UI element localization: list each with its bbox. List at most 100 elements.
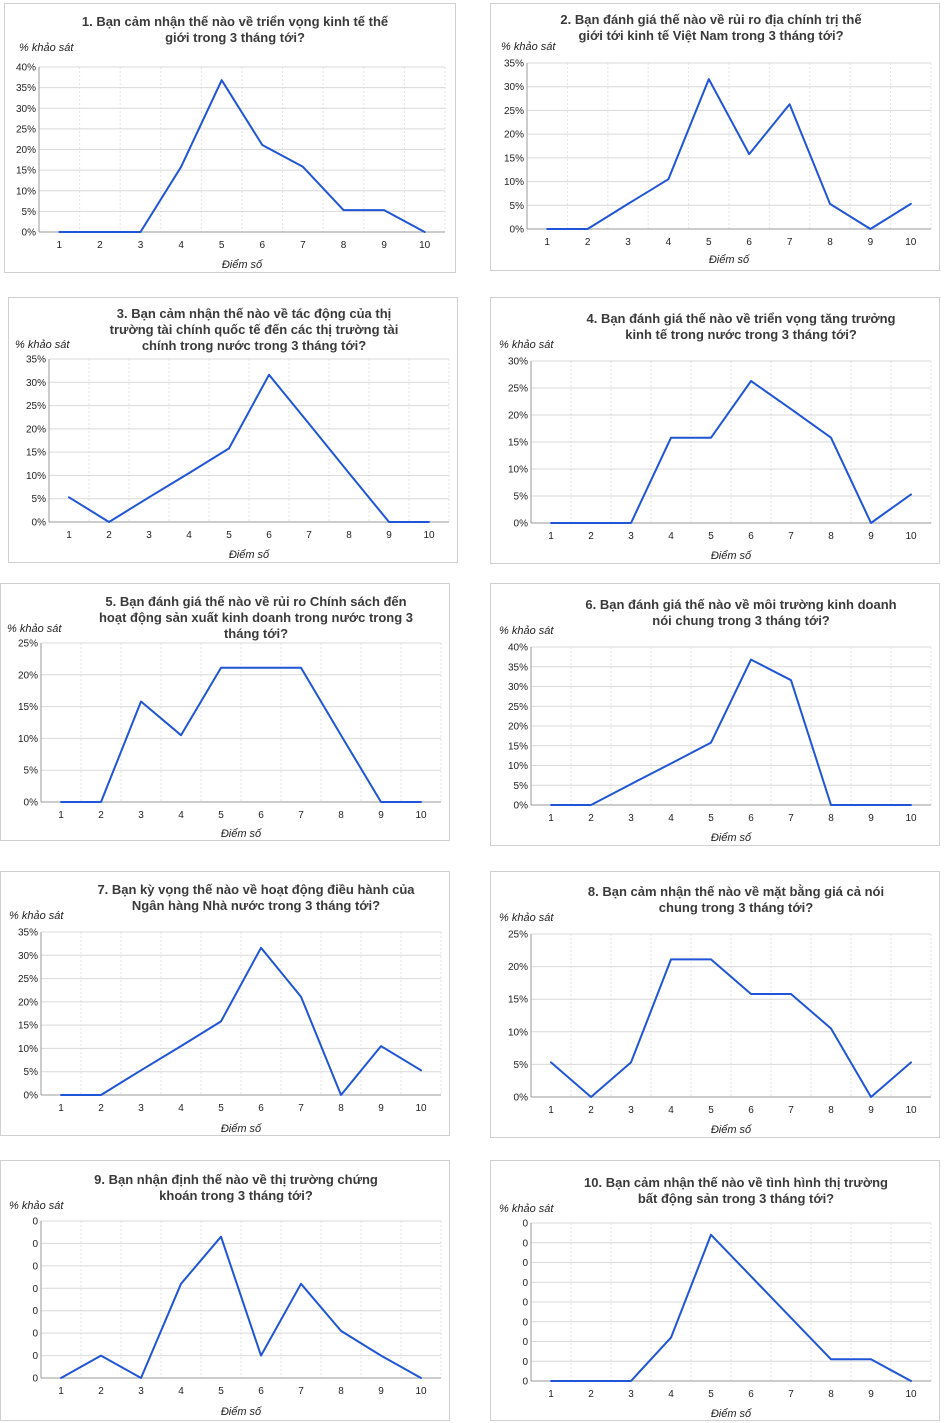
chart-title-line: kinh tế trong nước trong 3 tháng tới? [625, 327, 857, 342]
chart-title-line: Ngân hàng Nhà nước trong 3 tháng tới? [132, 898, 380, 913]
x-tick-label: 10 [905, 237, 917, 248]
y-tick-label: 35% [26, 355, 46, 366]
y-tick-label: 5% [24, 1067, 39, 1078]
series-line [550, 1233, 912, 1382]
chart-title-line: tháng tới? [224, 626, 288, 641]
chart-title-line: 5. Bạn đánh giá thế nào về rủi ro Chính … [105, 594, 406, 609]
x-tick-label: 3 [628, 813, 634, 824]
y-tick-label: 0 [32, 1284, 38, 1295]
chart-panel-9: 9. Bạn nhận định thế nào về thị trường c… [0, 1160, 450, 1421]
x-tick-label: 10 [415, 1103, 427, 1114]
y-tick-label: 0% [514, 801, 529, 812]
x-tick-label: 3 [138, 810, 144, 821]
y-tick-label: 20% [18, 670, 38, 681]
x-tick-label: 6 [258, 810, 264, 821]
y-tick-label: 0 [32, 1374, 38, 1385]
x-axis-label: Điểm số [711, 550, 752, 562]
y-tick-label: 25% [508, 384, 528, 395]
x-tick-label: 8 [828, 813, 834, 824]
y-axis-label: % khảo sát [499, 1203, 554, 1215]
y-tick-label: 0 [32, 1261, 38, 1272]
y-tick-label: 25% [26, 401, 46, 412]
x-tick-label: 8 [827, 237, 833, 248]
line-chart-7: 7. Bạn kỳ vọng thế nào về hoạt động điều… [9, 882, 442, 1135]
x-tick-label: 4 [186, 530, 192, 541]
x-tick-label: 9 [868, 1105, 874, 1116]
y-tick-label: 0% [510, 225, 525, 236]
x-tick-label: 10 [419, 240, 431, 251]
x-tick-label: 5 [708, 1389, 714, 1400]
chart-title-line: giới tới kinh tế Việt Nam trong 3 tháng … [578, 28, 843, 43]
series-line [58, 79, 426, 233]
x-tick-label: 4 [666, 237, 672, 248]
chart-title-line: chính trong nước trong 3 tháng tới? [142, 338, 366, 353]
x-axis-label: Điểm số [221, 828, 262, 840]
x-tick-label: 4 [178, 1386, 184, 1397]
x-tick-label: 6 [748, 531, 754, 542]
line-chart-1: 1. Bạn cảm nhận thế nào về triển vọng ki… [16, 14, 446, 271]
series-line [550, 658, 912, 806]
x-tick-label: 5 [219, 240, 225, 251]
y-axis-label: % khảo sát [9, 910, 64, 922]
x-tick-label: 6 [746, 237, 752, 248]
y-tick-label: 15% [26, 448, 46, 459]
x-tick-label: 7 [787, 237, 793, 248]
x-tick-label: 7 [788, 813, 794, 824]
y-tick-label: 40% [508, 643, 528, 654]
y-tick-label: 0 [522, 1317, 528, 1328]
y-tick-label: 0% [22, 228, 37, 239]
chart-panel-3: 3. Bạn cảm nhận thế nào về tác động của … [8, 297, 458, 563]
x-tick-label: 6 [258, 1386, 264, 1397]
x-tick-label: 1 [66, 530, 72, 541]
chart-panel-4: 4. Bạn đánh giá thế nào về triển vọng tă… [490, 297, 940, 564]
x-tick-label: 9 [386, 530, 392, 541]
line-chart-2: 2. Bạn đánh giá thế nào về rủi ro địa ch… [501, 12, 932, 266]
y-tick-label: 30% [16, 104, 36, 115]
x-tick-label: 5 [708, 813, 714, 824]
y-tick-label: 0% [24, 798, 39, 809]
chart-title-line: khoán trong 3 tháng tới? [159, 1188, 313, 1203]
y-tick-label: 20% [504, 130, 524, 141]
x-tick-label: 7 [298, 1103, 304, 1114]
series-line [60, 946, 422, 1096]
x-tick-label: 5 [226, 530, 232, 541]
y-tick-label: 15% [508, 438, 528, 449]
x-tick-label: 7 [788, 1389, 794, 1400]
y-tick-label: 30% [18, 951, 38, 962]
x-axis-label: Điểm số [222, 259, 263, 271]
x-tick-label: 8 [338, 810, 344, 821]
x-tick-label: 5 [218, 1103, 224, 1114]
x-tick-label: 8 [338, 1103, 344, 1114]
x-tick-label: 4 [668, 531, 674, 542]
y-tick-label: 10% [508, 761, 528, 772]
y-tick-label: 5% [514, 492, 529, 503]
y-tick-label: 20% [18, 997, 38, 1008]
line-chart-9: 9. Bạn nhận định thế nào về thị trường c… [9, 1172, 442, 1418]
x-tick-label: 4 [668, 813, 674, 824]
x-tick-label: 5 [708, 531, 714, 542]
chart-title-line: 4. Bạn đánh giá thế nào về triển vọng tă… [586, 311, 895, 326]
chart-panel-2: 2. Bạn đánh giá thế nào về rủi ro địa ch… [490, 3, 940, 271]
y-tick-label: 10% [508, 1027, 528, 1038]
x-tick-label: 8 [346, 530, 352, 541]
x-tick-label: 2 [588, 813, 594, 824]
x-tick-label: 1 [548, 1389, 554, 1400]
chart-panel-10: 10. Bạn cảm nhận thế nào về tình hình th… [490, 1160, 940, 1421]
chart-title-line: 7. Bạn kỳ vọng thế nào về hoạt động điều… [97, 882, 415, 897]
y-axis-label: % khảo sát [15, 339, 70, 351]
y-tick-label: 0 [32, 1329, 38, 1340]
y-tick-label: 0 [522, 1337, 528, 1348]
chart-title-line: 3. Bạn cảm nhận thế nào về tác động của … [117, 306, 392, 321]
x-tick-label: 6 [748, 1105, 754, 1116]
y-tick-label: 0 [32, 1217, 38, 1228]
x-tick-label: 3 [138, 240, 144, 251]
x-axis-label: Điểm số [221, 1406, 262, 1418]
x-tick-label: 2 [97, 240, 103, 251]
line-chart-5: 5. Bạn đánh giá thế nào về rủi ro Chính … [7, 594, 442, 840]
x-tick-label: 7 [788, 1105, 794, 1116]
x-axis-label: Điểm số [221, 1123, 262, 1135]
x-tick-label: 9 [868, 813, 874, 824]
line-chart-4: 4. Bạn đánh giá thế nào về triển vọng tă… [499, 311, 932, 562]
y-tick-label: 0 [522, 1258, 528, 1269]
x-tick-label: 8 [341, 240, 347, 251]
